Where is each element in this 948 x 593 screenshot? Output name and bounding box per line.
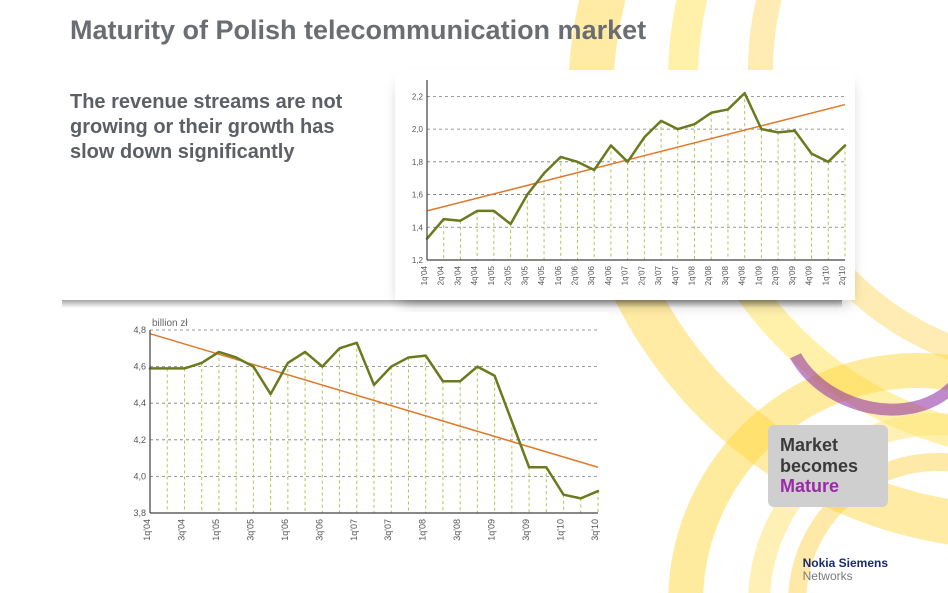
svg-text:3q'09: 3q'09 <box>521 519 531 541</box>
divider-shadow <box>62 300 842 308</box>
svg-text:2q'04: 2q'04 <box>437 265 446 285</box>
callout-emphasis: Mature <box>780 476 839 496</box>
svg-text:1q'06: 1q'06 <box>554 265 563 285</box>
svg-text:3q'06: 3q'06 <box>314 519 324 541</box>
svg-text:3q'09: 3q'09 <box>788 265 797 285</box>
svg-text:4q'09: 4q'09 <box>805 265 814 285</box>
svg-text:3q'07: 3q'07 <box>654 265 663 285</box>
svg-text:1,2: 1,2 <box>412 256 424 265</box>
svg-text:2q'06: 2q'06 <box>570 265 579 285</box>
svg-text:2,0: 2,0 <box>412 125 424 134</box>
svg-text:3q'07: 3q'07 <box>383 519 393 541</box>
svg-text:4,2: 4,2 <box>133 435 146 445</box>
callout-line: becomes <box>780 456 858 476</box>
svg-text:1,8: 1,8 <box>412 158 424 167</box>
svg-text:3q'06: 3q'06 <box>587 265 596 285</box>
svg-text:4q'07: 4q'07 <box>671 265 680 285</box>
svg-text:2q'09: 2q'09 <box>771 265 780 285</box>
svg-text:4,8: 4,8 <box>133 325 146 335</box>
svg-text:1q'04: 1q'04 <box>420 265 429 285</box>
svg-text:3,8: 3,8 <box>133 508 146 518</box>
svg-text:3q'08: 3q'08 <box>721 265 730 285</box>
svg-text:1q'05: 1q'05 <box>487 265 496 285</box>
svg-text:2q'05: 2q'05 <box>504 265 513 285</box>
svg-text:4q'06: 4q'06 <box>604 265 613 285</box>
svg-text:4q'08: 4q'08 <box>738 265 747 285</box>
svg-text:1q'07: 1q'07 <box>621 265 630 285</box>
svg-text:3q'05: 3q'05 <box>520 265 529 285</box>
svg-text:3q'08: 3q'08 <box>452 519 462 541</box>
svg-text:2q'10: 2q'10 <box>838 265 847 285</box>
svg-text:2q'08: 2q'08 <box>704 265 713 285</box>
callout-market-mature: Market becomes Mature <box>768 425 888 507</box>
logo-nokia-siemens: Nokia Siemens Networks <box>803 557 888 583</box>
svg-text:1q'09: 1q'09 <box>487 519 497 541</box>
svg-text:4,0: 4,0 <box>133 471 146 481</box>
svg-text:1q'09: 1q'09 <box>754 265 763 285</box>
logo-line: Nokia Siemens <box>803 557 888 570</box>
svg-text:1,6: 1,6 <box>412 191 424 200</box>
logo-line: Networks <box>803 570 888 583</box>
svg-text:2,2: 2,2 <box>412 92 424 101</box>
svg-text:4,6: 4,6 <box>133 362 146 372</box>
svg-text:1q'05: 1q'05 <box>211 519 221 541</box>
svg-text:4,4: 4,4 <box>133 398 146 408</box>
svg-text:4q'05: 4q'05 <box>537 265 546 285</box>
svg-text:1q'07: 1q'07 <box>349 519 359 541</box>
svg-text:3q'10: 3q'10 <box>590 519 600 541</box>
callout-line: Market <box>780 435 838 455</box>
chart-bottom-billion-zl: 3,8 4,0 4,2 4,4 4,6 4,8 1q'04 3q'04 1q'05 3q'05 1q… <box>110 312 610 557</box>
svg-text:1,4: 1,4 <box>412 223 424 232</box>
svg-text:1q'10: 1q'10 <box>556 519 566 541</box>
svg-text:3q'05: 3q'05 <box>245 519 255 541</box>
svg-text:1q'06: 1q'06 <box>280 519 290 541</box>
page-title: Maturity of Polish telecommunication mar… <box>70 15 646 46</box>
svg-text:2q'07: 2q'07 <box>637 265 646 285</box>
svg-text:3q'04: 3q'04 <box>453 265 462 285</box>
svg-text:4q'04: 4q'04 <box>470 265 479 285</box>
svg-text:billion zł: billion zł <box>152 318 188 329</box>
slide: Maturity of Polish telecommunication mar… <box>0 0 948 593</box>
svg-text:1q'08: 1q'08 <box>688 265 697 285</box>
subtitle-text: The revenue streams are not growing or t… <box>70 90 380 165</box>
svg-text:1q'04: 1q'04 <box>142 519 152 541</box>
svg-text:1q'10: 1q'10 <box>821 265 830 285</box>
chart-top-revenue: 1,2 1,4 1,6 1,8 2,0 2,2 1q'04 2q'04 3q'04 4q'04 1q… <box>395 70 855 300</box>
svg-text:3q'04: 3q'04 <box>176 519 186 541</box>
svg-text:1q'08: 1q'08 <box>418 519 428 541</box>
